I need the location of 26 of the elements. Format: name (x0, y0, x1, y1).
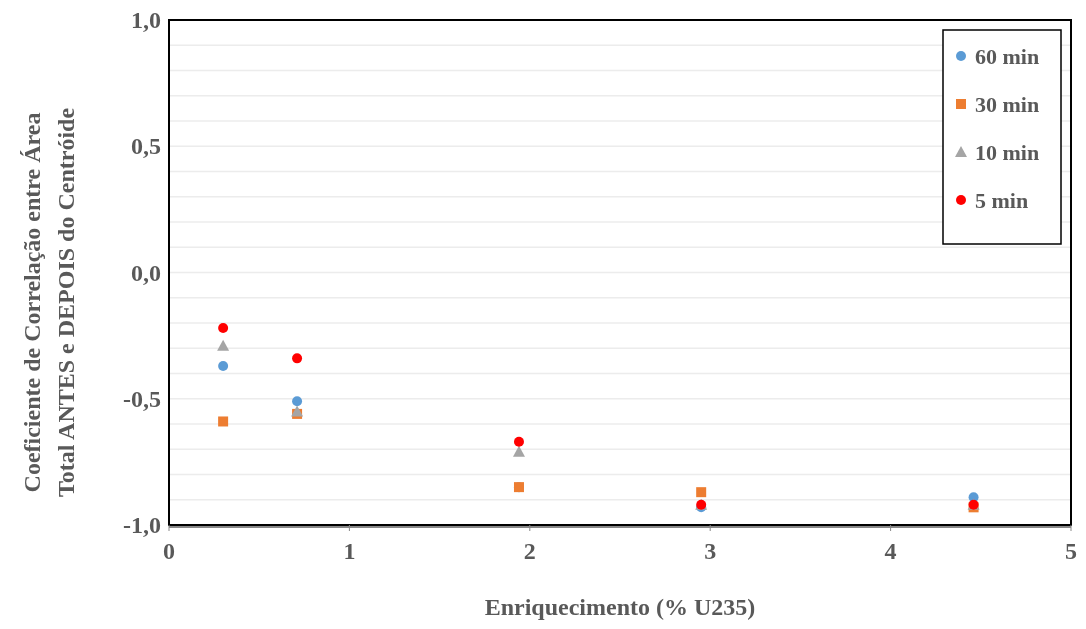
x-tick-label: 3 (704, 538, 717, 564)
x-tick-label: 4 (884, 538, 897, 564)
y-tick-label: 1,0 (131, 7, 161, 33)
point (512, 445, 525, 457)
x-tick-label: 5 (1065, 538, 1077, 564)
x-tick-label: 2 (523, 538, 536, 564)
point (696, 487, 707, 498)
legend-label: 10 min (975, 140, 1040, 165)
legend-label: 30 min (975, 92, 1040, 117)
legend-label: 60 min (975, 44, 1040, 69)
x-tick-label: 1 (343, 538, 356, 564)
point (218, 416, 229, 427)
point (218, 360, 229, 371)
legend-label: 5 min (975, 188, 1029, 213)
point (217, 339, 230, 351)
x-tick-label: 0 (163, 538, 175, 564)
point (292, 353, 303, 364)
y-tick-label: -0,5 (123, 385, 161, 412)
x-axis-title: Enriquecimento (% U235) (484, 594, 756, 620)
y-tick-label: 0,0 (131, 259, 161, 286)
point (218, 323, 229, 334)
point (292, 396, 303, 407)
point (513, 436, 524, 447)
y-tick-label: 0,5 (131, 133, 161, 160)
y-axis-title: Coeficiente de Correlação entre Área Total ANTES e DEPOIS do Centróide (19, 107, 79, 498)
y-tick-label: -1,0 (123, 512, 161, 538)
